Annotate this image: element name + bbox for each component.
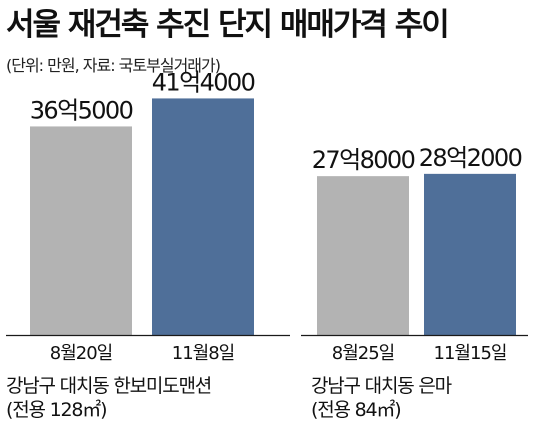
x-tick-label-1-1: 11월15일 bbox=[434, 343, 507, 364]
group-sublabel: (전용 84㎡) bbox=[311, 399, 402, 421]
value-label-0-1: 41억4000 bbox=[152, 68, 255, 96]
value-label-1-1: 28억2000 bbox=[419, 144, 522, 172]
chart-title: 서울 재건축 추진 단지 매매가격 추이 bbox=[6, 7, 450, 43]
bar-1-0 bbox=[317, 176, 409, 335]
bar-0-0 bbox=[30, 126, 132, 335]
x-tick-label-1-0: 8월25일 bbox=[332, 343, 394, 364]
group-sublabel: (전용 128㎡) bbox=[6, 399, 107, 421]
group-label: 강남구 대치동 은마 bbox=[311, 375, 452, 397]
value-label-1-0: 27억8000 bbox=[312, 146, 415, 174]
chart-subtitle: (단위: 만원, 자료: 국토부실거래가) bbox=[6, 56, 221, 75]
value-label-0-0: 36억5000 bbox=[30, 96, 133, 124]
bar-0-1 bbox=[152, 98, 254, 335]
x-tick-label-0-0: 8월20일 bbox=[50, 343, 112, 364]
group-caption-eunma: 강남구 대치동 은마 (전용 84㎡) bbox=[311, 374, 452, 422]
bar-1-1 bbox=[424, 173, 516, 335]
x-tick-label-0-1: 11월8일 bbox=[172, 343, 234, 364]
group-caption-hanbo-mido: 강남구 대치동 한보미도맨션 (전용 128㎡) bbox=[6, 374, 212, 422]
group-label: 강남구 대치동 한보미도맨션 bbox=[6, 375, 212, 397]
